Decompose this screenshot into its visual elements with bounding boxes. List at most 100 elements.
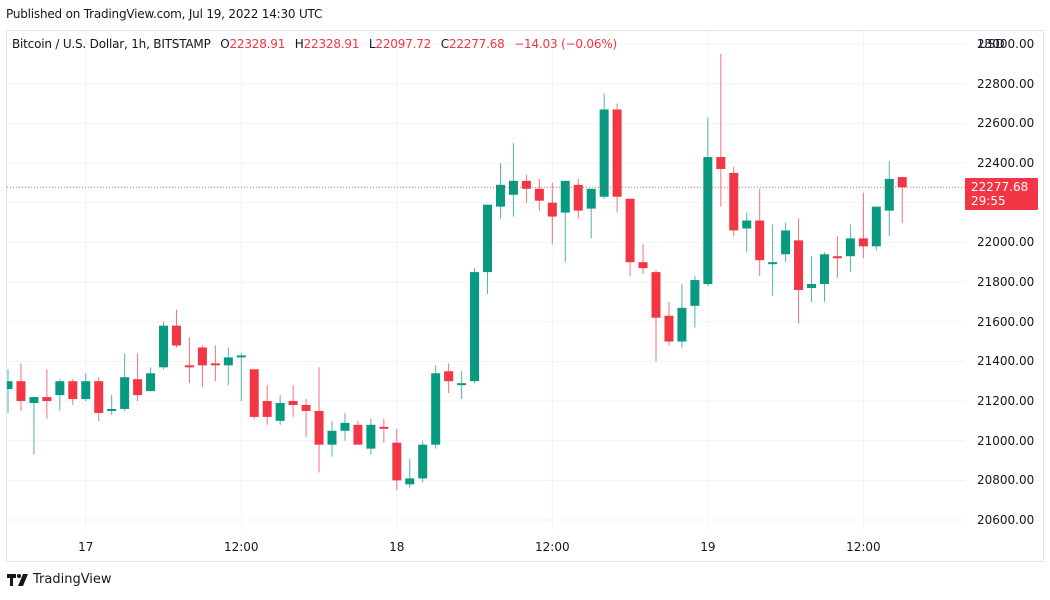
candle [210,345,220,382]
candle [314,367,324,473]
candle [171,309,181,348]
candle [807,256,817,302]
candle [858,192,868,259]
tradingview-logo[interactable]: TradingView [7,572,112,587]
candle-body [120,377,130,409]
candle-body [483,204,493,273]
candle [55,379,65,411]
price-tick-label: 20800.00 [977,473,1035,488]
candle [508,143,518,217]
candle [483,204,493,294]
candle-body [845,238,855,257]
candle-body [262,401,272,417]
candle-body [573,184,583,211]
candle-body [794,240,804,290]
candle [819,252,829,302]
tradingview-logo-icon [7,573,28,586]
candle [586,188,596,239]
candle [42,369,52,419]
price-tick-label: 21000.00 [977,433,1035,448]
candle [107,395,117,415]
candle-body [508,180,518,195]
candle-body [29,397,39,404]
candle-body [495,184,505,207]
candle-body [807,284,817,288]
candle [197,345,207,388]
candle [794,218,804,324]
candle-body [81,381,91,400]
candle-body [690,280,700,306]
candlestick-chart[interactable] [7,31,965,531]
candle-body [819,254,829,285]
price-tick-label: 21800.00 [977,275,1035,290]
candle-body [871,206,881,247]
candle [327,420,337,457]
price-tick-label: 21600.00 [977,314,1035,329]
candle [690,276,700,328]
candle-body [729,172,739,231]
candle [612,103,622,213]
candle-body [418,444,428,479]
candle [301,399,311,437]
price-tick-label: 22000.00 [977,235,1035,250]
candle-body [249,369,259,417]
candle-body [457,383,467,386]
candle [94,377,104,421]
time-tick-label: 12:00 [846,540,881,554]
candle-body [133,379,143,396]
price-tick-label: 22800.00 [977,76,1035,91]
candle-body [444,371,454,382]
candle-body [547,202,557,217]
candle-body [677,307,687,342]
candle-body [534,188,544,201]
change-value: −14.03 (−0.06%) [514,37,617,51]
candle-body [651,272,661,318]
candle [366,418,376,455]
candle [29,397,39,455]
price-tick-label: 22600.00 [977,116,1035,131]
candle [742,212,752,253]
candle [651,270,661,362]
candle [768,224,778,296]
candle [638,244,648,275]
candle-body [42,397,52,402]
price-tick-label: 23000.00 [977,37,1035,51]
candle-body [664,315,674,342]
candle-body [171,325,181,346]
candle-body [353,424,363,445]
candle [444,363,454,394]
candle-body [716,157,726,169]
candle-body [210,363,220,366]
candle-body [327,430,337,445]
candle-body [586,188,596,209]
candle [146,367,156,392]
time-tick-label: 18 [389,540,405,554]
candle [625,198,635,277]
candle [340,412,350,441]
time-axis[interactable]: 17 12:00 18 12:00 19 12:00 [7,531,965,561]
candle [729,166,739,237]
candle-body [94,381,104,413]
candle-body [55,381,65,396]
chart-pane[interactable] [7,31,965,531]
price-axis[interactable]: USD 23000.00 22800.00 22600.00 22400.00 2200… [965,31,1043,531]
candle [845,224,855,273]
currency-label: USD [979,37,1005,51]
high-label: H [294,37,304,51]
candle-body [599,109,609,197]
open-value: 22328.91 [229,37,286,51]
candle-body [107,408,117,411]
candle-body [223,357,233,366]
candle-body [897,177,907,188]
open-label: O [220,37,230,51]
time-tick-label: 17 [78,540,94,554]
candle [262,385,272,425]
candle-body [68,381,78,400]
candle [457,371,467,400]
candle-body [470,272,480,382]
symbol-title[interactable]: Bitcoin / U.S. Dollar, 1h, BITSTAMP [12,37,211,51]
candle-body [560,180,570,213]
candle-body [314,410,324,445]
candle [81,373,91,402]
candle [884,161,894,237]
